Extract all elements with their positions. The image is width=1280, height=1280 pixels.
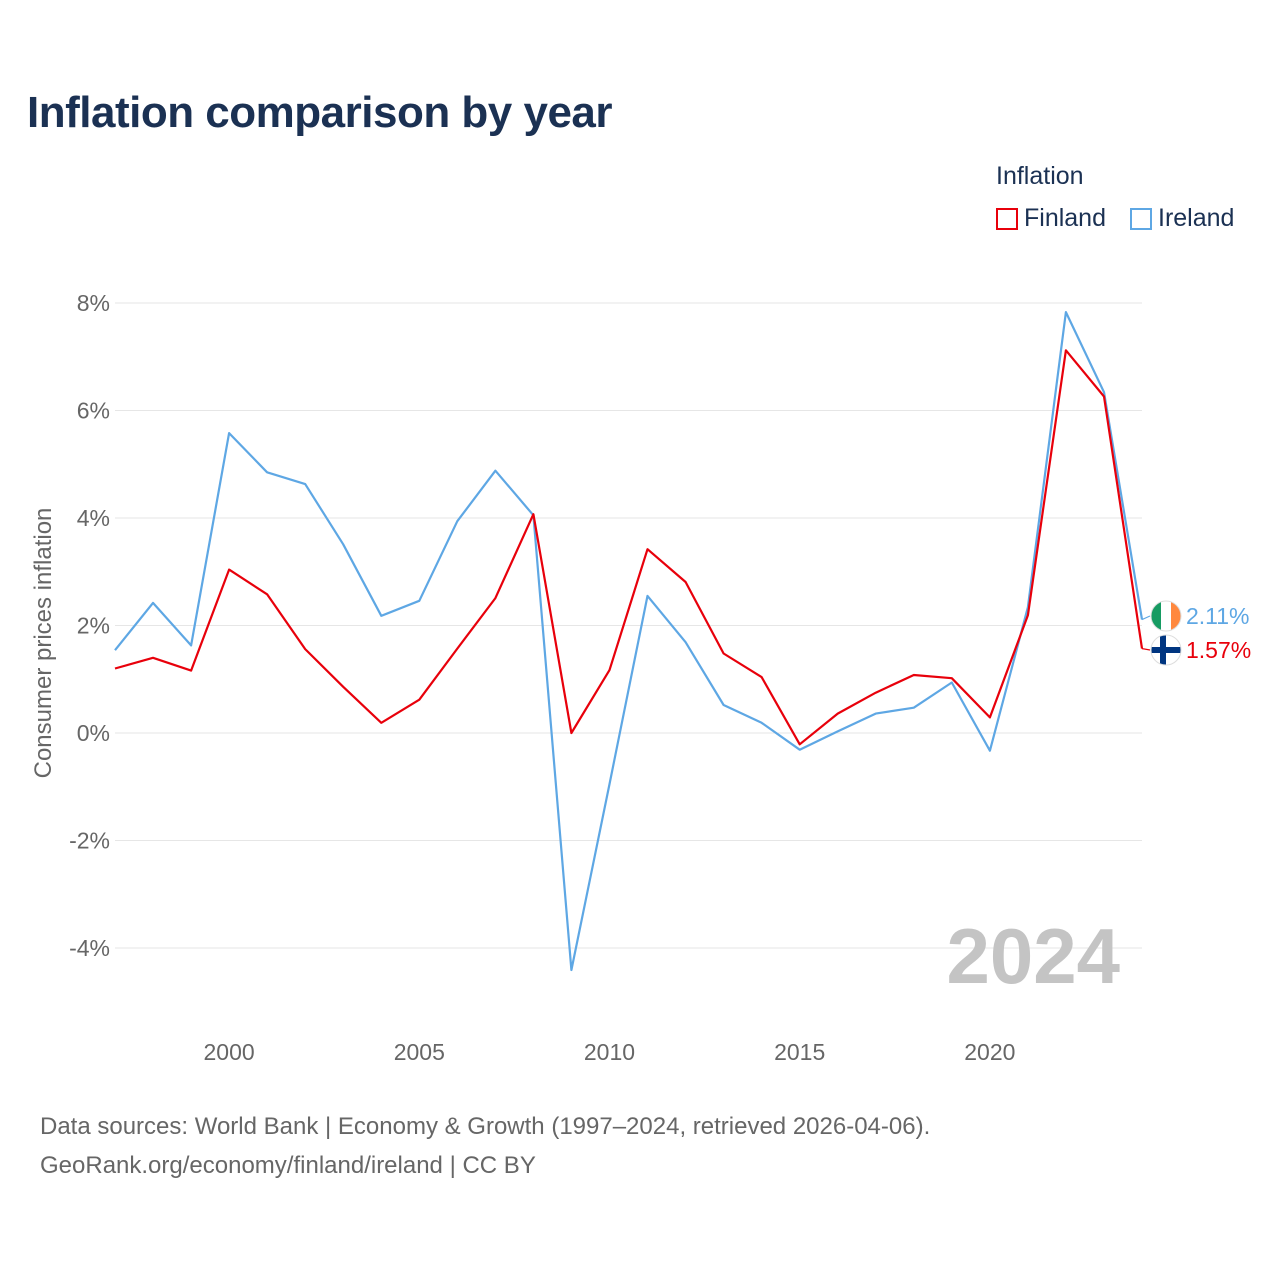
y-tick-label: -4% (69, 935, 110, 961)
x-tick-label: 2020 (964, 1039, 1015, 1065)
grid-lines (115, 302, 1142, 949)
x-tick-label: 2015 (774, 1039, 825, 1065)
end-value-label-finland: 1.57% (1186, 637, 1251, 663)
series-line-finland[interactable] (114, 349, 1144, 746)
source-line-2[interactable]: GeoRank.org/economy/finland/ireland | CC… (40, 1152, 536, 1179)
x-axis-tick-labels: 2000 2005 2010 2015 2020 (204, 1039, 1016, 1065)
legend-label-finland: Finland (1024, 204, 1106, 232)
end-connector-finland (1141, 648, 1151, 651)
y-tick-label: 4% (77, 505, 110, 531)
x-tick-label: 2005 (394, 1039, 445, 1065)
finland-flag-icon (1150, 634, 1182, 666)
y-axis-label: Consumer prices inflation (30, 508, 57, 779)
series-lines (114, 311, 1144, 972)
data-source-note: Data sources: World Bank | Economy & Gro… (40, 1107, 930, 1185)
x-tick-label: 2000 (204, 1039, 255, 1065)
legend-swatch-finland (996, 207, 1018, 230)
legend-label-ireland: Ireland (1158, 204, 1235, 232)
y-tick-label: 0% (77, 720, 110, 746)
source-line-1: Data sources: World Bank | Economy & Gro… (40, 1113, 931, 1140)
line-chart: 8% 6% 4% 2% 0% -2% -4% 2000 2005 2010 2015 2020 20… (30, 290, 1251, 1065)
end-value-label-ireland: 2.11% (1186, 603, 1250, 629)
y-axis-tick-labels: 8% 6% 4% 2% 0% -2% -4% (69, 290, 110, 961)
year-watermark: 2024 (946, 912, 1120, 1000)
chart-title: Inflation comparison by year (27, 88, 613, 137)
y-tick-label: 8% (77, 290, 110, 316)
legend-item-ireland[interactable]: Ireland (1130, 204, 1234, 233)
series-line-ireland[interactable] (114, 311, 1144, 972)
legend-title: Inflation (996, 162, 1084, 190)
legend-item-finland[interactable]: Finland (996, 204, 1106, 233)
end-labels: 1.57% 2.11% (1141, 600, 1251, 666)
end-connector-ireland (1141, 615, 1151, 621)
y-tick-label: 6% (77, 398, 110, 424)
y-tick-label: 2% (77, 613, 110, 639)
y-tick-label: -2% (69, 828, 110, 854)
legend-swatch-ireland (1130, 207, 1152, 230)
ireland-flag-icon (1150, 600, 1182, 632)
x-tick-label: 2010 (584, 1039, 635, 1065)
